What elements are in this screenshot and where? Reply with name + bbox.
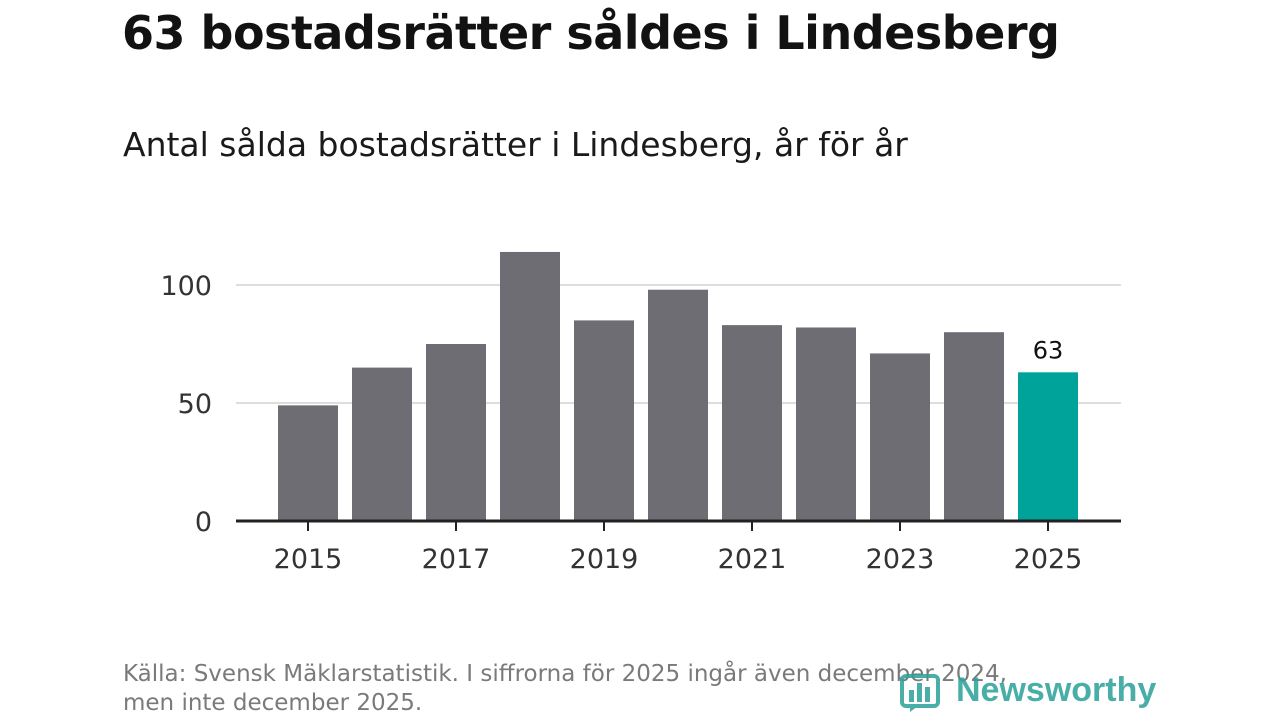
bar-2025 — [1018, 372, 1078, 521]
brand-logo: Newsworthy — [900, 668, 1156, 712]
bar-2017 — [426, 344, 486, 521]
bar-2024 — [944, 332, 1004, 521]
bar-2016 — [352, 367, 412, 521]
x-tick-label-2019: 2019 — [570, 544, 639, 575]
x-tick-label-2017: 2017 — [422, 544, 491, 575]
bar-2018 — [500, 251, 560, 521]
y-tick-label-50: 50 — [178, 389, 212, 420]
chart-subtitle: Antal sålda bostadsrätter i Lindesberg, … — [123, 125, 908, 164]
data-label-2025: 63 — [1033, 336, 1064, 364]
bar-2021 — [722, 325, 782, 521]
bar-2015 — [278, 405, 338, 521]
source-note-line-1: Källa: Svensk Mäklarstatistik. I siffror… — [123, 661, 1007, 687]
bar-2022 — [796, 327, 856, 521]
page-title: 63 bostadsrätter såldes i Lindesberg — [122, 6, 1060, 60]
y-tick-label-100: 100 — [160, 271, 212, 302]
bar-chart-logo-icon — [900, 674, 940, 712]
x-tick-label-2021: 2021 — [718, 544, 787, 575]
y-tick-label-0: 0 — [195, 507, 212, 538]
bar-2019 — [574, 320, 634, 521]
brand-name: Newsworthy — [956, 670, 1157, 709]
bar-2020 — [648, 289, 708, 521]
x-tick-label-2023: 2023 — [866, 544, 935, 575]
x-tick-label-2025: 2025 — [1014, 544, 1083, 575]
x-tick-label-2015: 2015 — [274, 544, 343, 575]
source-note-line-2: men inte december 2025. — [123, 690, 423, 716]
source-note: Källa: Svensk Mäklarstatistik. I siffror… — [123, 660, 1123, 718]
bar-2023 — [870, 353, 930, 521]
